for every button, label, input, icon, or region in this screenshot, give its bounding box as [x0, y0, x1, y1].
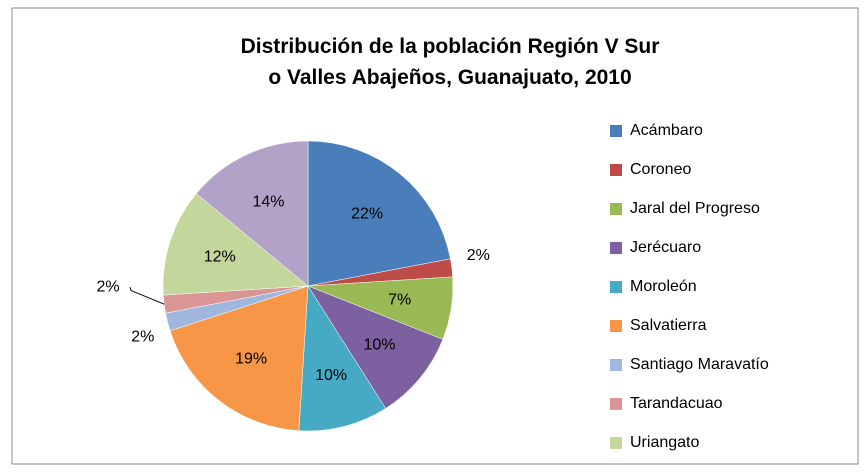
legend-swatch	[610, 125, 622, 137]
legend-swatch	[610, 164, 622, 176]
data-label: 2%	[467, 247, 490, 264]
pie-slice	[307, 285, 444, 409]
pie-slice	[169, 285, 309, 431]
legend-label: Jaral del Progreso	[630, 200, 760, 217]
legend-label: Tarandacuao	[630, 395, 723, 412]
legend-swatch	[610, 359, 622, 371]
legend-label: Jerécuaro	[630, 239, 701, 256]
chart-title: Distribución de la población Región V Su…	[241, 35, 660, 89]
legend-swatch	[610, 203, 622, 215]
data-label: 2%	[131, 329, 154, 346]
data-label: 10%	[315, 367, 347, 384]
legend-label: Uriangato	[630, 434, 699, 451]
legend-swatch	[610, 320, 622, 332]
legend-swatch	[610, 281, 622, 293]
pie-slice	[298, 285, 387, 432]
data-label: 7%	[388, 292, 411, 309]
data-label: 19%	[235, 351, 267, 368]
data-label: 10%	[363, 336, 395, 353]
legend-label: Salvatierra	[630, 317, 707, 334]
pie-slice	[195, 140, 309, 287]
legend-swatch	[610, 437, 622, 449]
data-label: 2%	[96, 278, 119, 295]
legend-label: Coroneo	[630, 161, 691, 178]
legend-swatch	[610, 398, 622, 410]
data-label: 14%	[252, 193, 284, 210]
data-label: 12%	[204, 249, 236, 266]
data-label: 22%	[351, 206, 383, 223]
leader-line	[129, 286, 165, 305]
legend-label: Moroleón	[630, 278, 697, 295]
pie-slice	[162, 193, 309, 296]
legend-label: Santiago Maravatío	[630, 356, 769, 373]
legend-swatch	[610, 242, 622, 254]
legend-label: Acámbaro	[630, 122, 703, 139]
pie-slice	[307, 140, 451, 287]
